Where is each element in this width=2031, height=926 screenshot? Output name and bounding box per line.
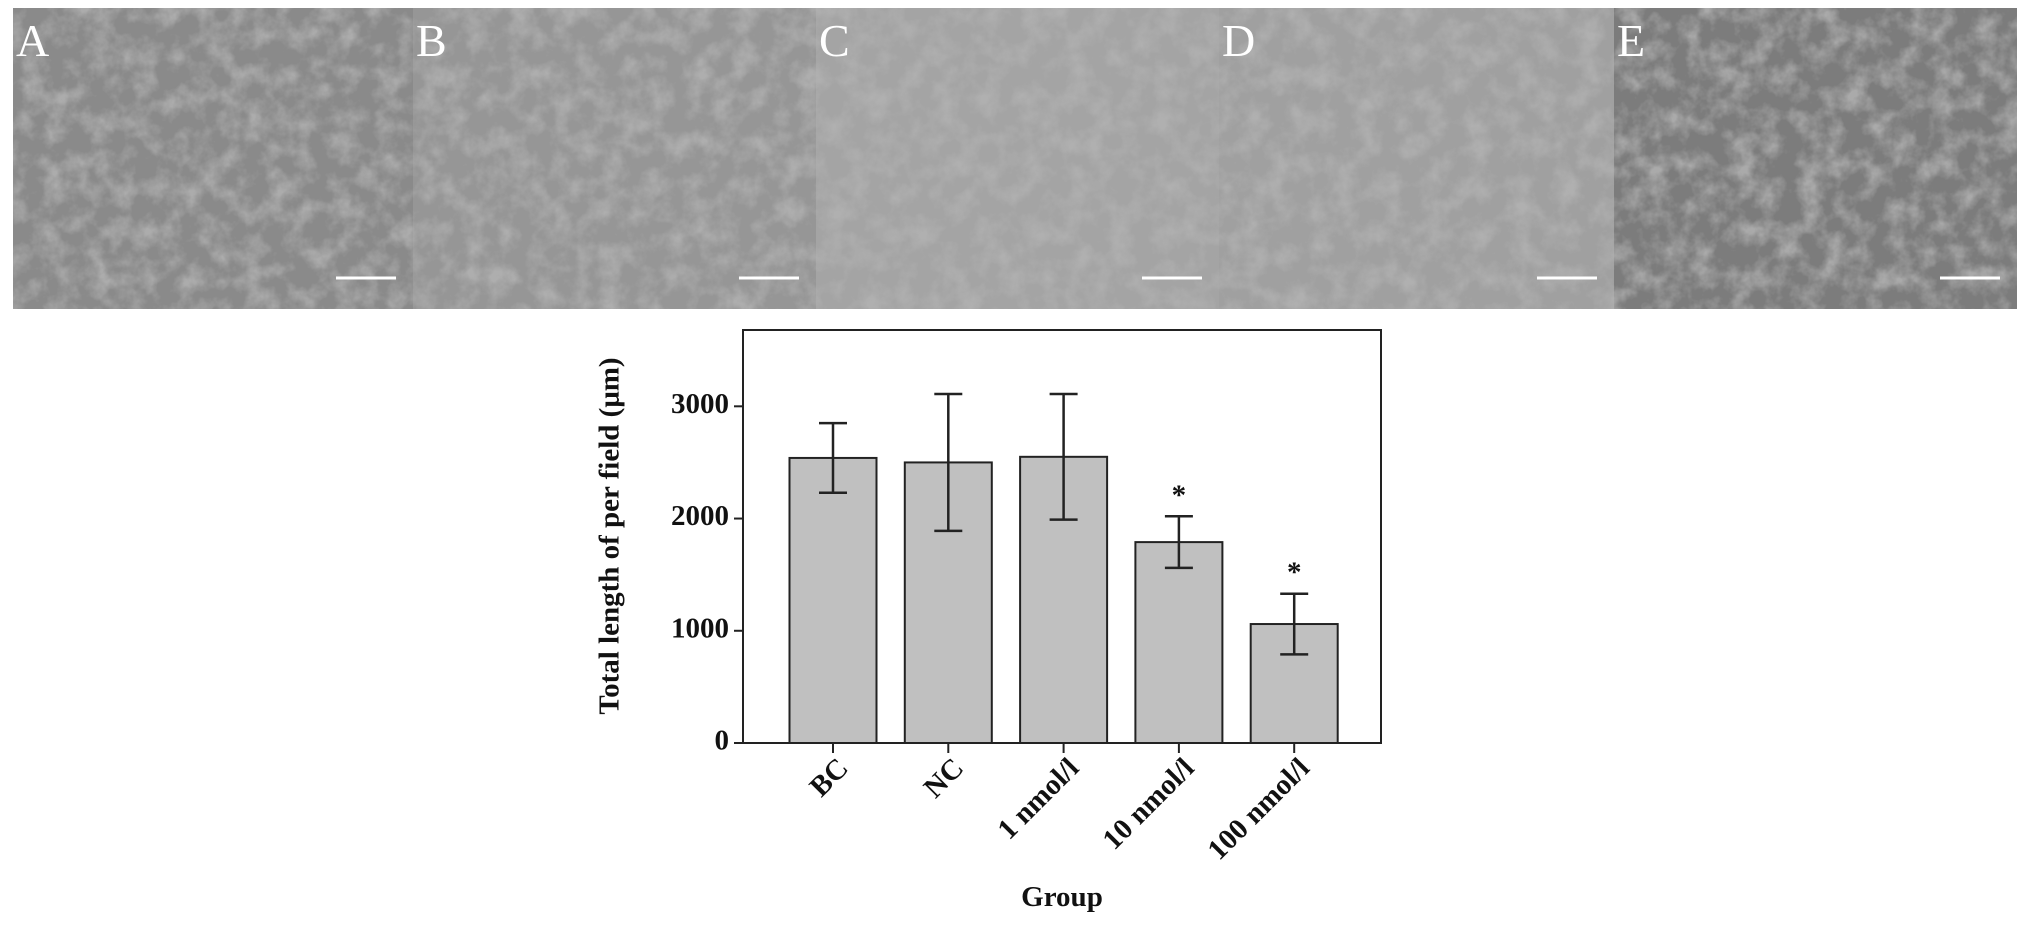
x-axis-title: Group xyxy=(1021,881,1103,913)
x-tick-label: NC xyxy=(918,752,970,804)
y-tick-label: 1000 xyxy=(671,612,729,644)
x-tick-label: 100 nmol/l xyxy=(1202,752,1316,866)
panel-label: D xyxy=(1222,15,1255,66)
y-tick-label: 3000 xyxy=(671,388,729,420)
micrograph-texture xyxy=(413,8,816,309)
x-tick-label: BC xyxy=(804,752,855,803)
panel-label: B xyxy=(416,15,447,66)
bar xyxy=(1134,541,1224,744)
bar xyxy=(788,456,878,744)
micrograph-texture xyxy=(816,8,1219,309)
y-tick-label: 0 xyxy=(715,725,730,757)
micrograph-texture xyxy=(1219,8,1614,309)
micrograph-panels: A B C D E xyxy=(13,8,2017,309)
y-axis-title: Total length of per field (μm) xyxy=(594,357,626,714)
significance-mark: * xyxy=(1172,479,1187,511)
micrograph-texture xyxy=(13,8,413,309)
y-tick-label: 2000 xyxy=(671,500,729,532)
panel-label: C xyxy=(819,15,850,66)
x-tick-label: 10 nmol/l xyxy=(1096,752,1200,856)
x-tick-label: 1 nmol/l xyxy=(991,752,1085,846)
panel-label: A xyxy=(16,15,49,66)
significance-mark: * xyxy=(1287,557,1302,589)
micrograph-texture xyxy=(1614,8,2017,309)
panel-label: E xyxy=(1617,15,1645,66)
